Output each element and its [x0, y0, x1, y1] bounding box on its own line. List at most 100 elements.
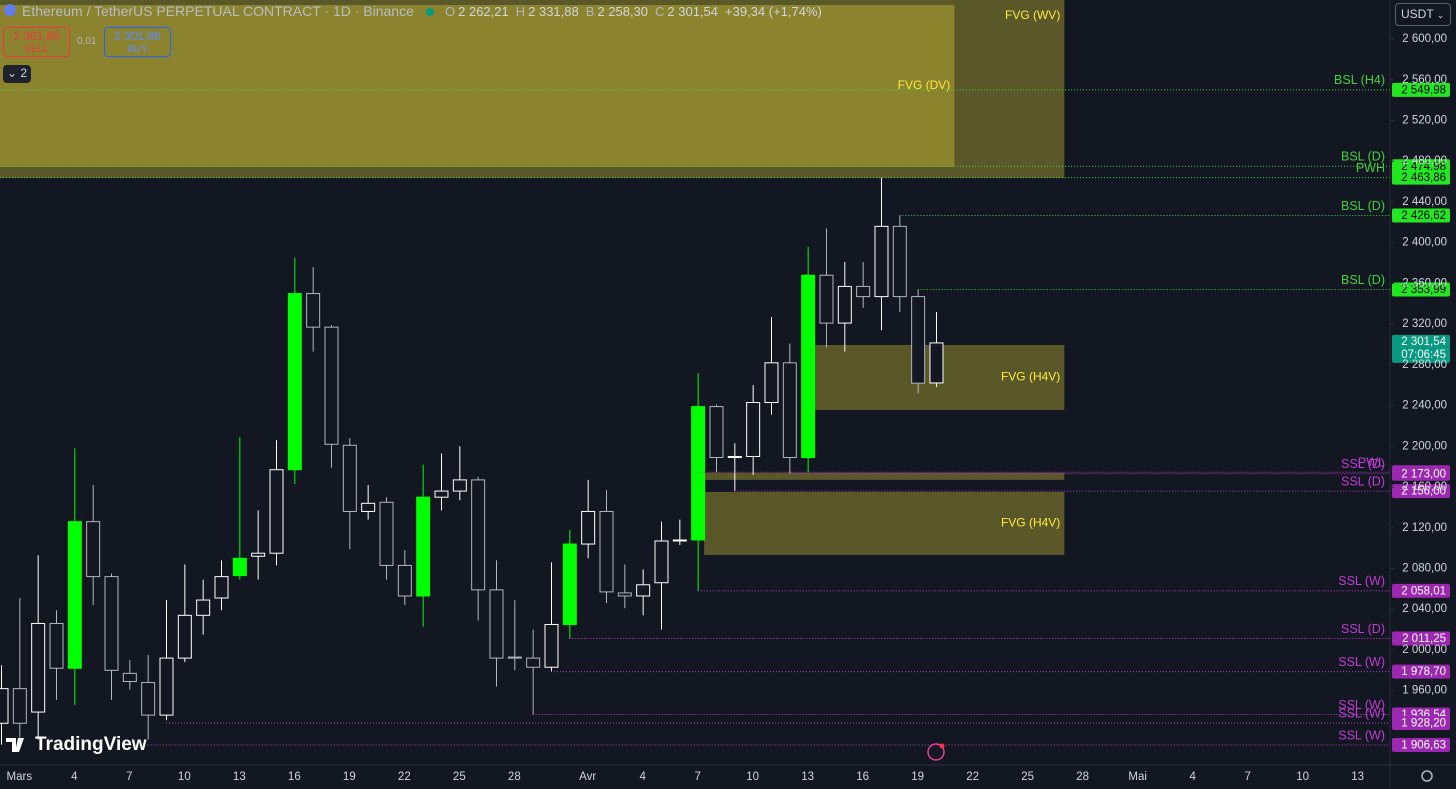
candle-body: [672, 539, 687, 542]
last-price-label: 2 301,54: [1401, 336, 1446, 348]
price-tag: [1392, 82, 1450, 97]
candle-body: [746, 402, 761, 457]
symbol-icon: [4, 4, 16, 16]
sell-price: 2 301,85: [13, 29, 60, 43]
price-tag-label: 2 474,98: [1401, 161, 1446, 173]
plot-area: FVG (WV) FVG (DV) FVG (H4V) FVG (H4V): [0, 0, 1390, 746]
legend-value: 2 331,88: [528, 4, 579, 19]
y-tick-label: 2 440,00: [1402, 196, 1447, 208]
x-tick-label: 13: [801, 771, 814, 783]
y-tick-label: 2 080,00: [1402, 563, 1447, 575]
x-tick-label: 16: [856, 771, 869, 783]
price-tag: [1392, 159, 1450, 174]
x-tick-label: 25: [453, 771, 466, 783]
price-tag: [1392, 583, 1450, 598]
y-tick-label: 2 360,00: [1402, 277, 1447, 289]
candle-body: [874, 225, 889, 298]
level-label: SSL (W): [1338, 706, 1385, 720]
legend-value: 2 258,30: [597, 4, 649, 19]
x-tick-label: 7: [1244, 771, 1250, 783]
level-label: SSL (D): [1341, 457, 1385, 471]
candle-body: [911, 296, 926, 384]
candle-body: [251, 552, 266, 557]
level-label: PWH: [1356, 161, 1385, 175]
x-tick-label: 7: [126, 771, 132, 783]
x-tick-label: 28: [1076, 771, 1089, 783]
candle-body: [526, 657, 541, 668]
candle-body: [856, 285, 871, 298]
candle-body: [489, 589, 504, 659]
price-tag: [1392, 738, 1450, 753]
indicators-toggle[interactable]: ⌄ 2: [3, 65, 31, 83]
sell-label: SELL: [24, 44, 49, 55]
legend-value: 2 301,54: [667, 4, 719, 19]
candle-body: [306, 293, 321, 328]
price-tag-label: 2 353,99: [1401, 284, 1446, 296]
y-tick-label: 2 480,00: [1402, 155, 1447, 167]
x-tick-label: 10: [178, 771, 191, 783]
price-tag: [1392, 484, 1450, 499]
candle-body: [324, 326, 339, 445]
buy-label: BUY: [127, 44, 148, 55]
price-tag-label: 2 173,00: [1401, 468, 1446, 480]
sell-button[interactable]: 2 301,85 SELL: [3, 27, 70, 57]
x-tick-label: 22: [398, 771, 411, 783]
x-tick-label: 13: [233, 771, 246, 783]
candle-body: [581, 510, 596, 545]
candle-body: [727, 455, 742, 458]
candle-body: [104, 576, 119, 671]
y-tick-label: 2 520,00: [1402, 114, 1447, 126]
x-tick-label: 4: [71, 771, 78, 783]
candle-body: [177, 614, 192, 659]
candle-body: [507, 656, 522, 659]
price-tag: [1392, 716, 1450, 731]
candle-body: [31, 622, 46, 713]
x-tick-label: 13: [1351, 771, 1364, 783]
candle-body: [122, 672, 137, 683]
candle-body: [342, 444, 357, 512]
candle-body: [67, 521, 82, 669]
x-tick-label: 22: [966, 771, 979, 783]
x-tick-label: 10: [746, 771, 759, 783]
price-tag-label: 1 906,63: [1401, 740, 1446, 752]
y-tick-label: 2 240,00: [1402, 400, 1447, 412]
candle-body: [452, 479, 467, 492]
x-tick-label: 19: [343, 771, 356, 783]
x-tick-label: 7: [694, 771, 700, 783]
candle-body: [159, 657, 174, 716]
x-tick-label: 28: [508, 771, 521, 783]
y-tick-label: 2 200,00: [1402, 440, 1447, 452]
x-tick-label: 4: [1189, 771, 1196, 783]
market-status: [426, 8, 434, 16]
alert-icon[interactable]: [927, 743, 945, 761]
candle-body: [361, 502, 376, 512]
candle-body: [397, 564, 412, 597]
level-label: BSL (D): [1341, 150, 1385, 164]
legend-key: C: [655, 4, 665, 19]
settings-icon[interactable]: [1421, 770, 1433, 782]
alert-dot: [939, 743, 945, 749]
y-tick-label: 2 160,00: [1402, 481, 1447, 493]
candle-body: [196, 599, 211, 616]
logo: TradingView: [35, 734, 147, 755]
last-price-tag: [1392, 334, 1450, 363]
buy-price: 2 301,86: [114, 29, 161, 43]
candle-body: [269, 469, 284, 554]
price-tag-label: 1 928,20: [1401, 718, 1446, 730]
fvg-label: FVG (H4V): [1001, 370, 1060, 384]
candle-body: [892, 225, 907, 298]
y-tick-label: 2 000,00: [1402, 644, 1447, 656]
price-tag-label: 2 549,98: [1401, 84, 1446, 96]
currency-select[interactable]: USDT ⌄: [1395, 3, 1451, 26]
x-tick-label: 19: [911, 771, 924, 783]
y-tick-label: 2 400,00: [1402, 237, 1447, 249]
candle-body: [287, 293, 302, 471]
price-tag-label: 2 058,01: [1401, 585, 1446, 597]
buy-button[interactable]: 2 301,86 BUY: [104, 27, 171, 57]
candle-body: [471, 479, 486, 591]
fvg-zone: [0, 0, 1065, 178]
legend-key: B: [585, 4, 595, 19]
